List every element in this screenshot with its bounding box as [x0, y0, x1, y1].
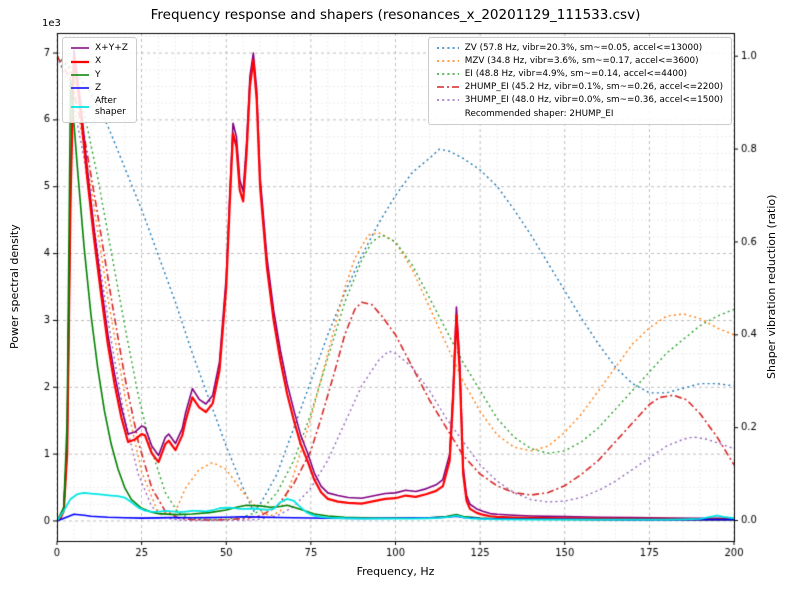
legend-label: X [95, 56, 102, 67]
y-axis-label-left: Power spectral density [8, 224, 21, 350]
legend-line-sample [71, 47, 89, 49]
legend-line-sample [71, 87, 89, 90]
legend-line-sample [436, 86, 459, 89]
legend-item: 2HUMP_EI (45.2 Hz, vibr=0.1%, sm~=0.26, … [436, 82, 723, 93]
legend-label: 3HUMP_EI (48.0 Hz, vibr=0.0%, sm~=0.36, … [464, 95, 723, 106]
y-axis-label-right: Shaper vibration reduction (ratio) [765, 194, 778, 380]
legend-item: MZV (34.8 Hz, vibr=3.6%, sm~=0.17, accel… [436, 56, 723, 67]
legend-line-sample [71, 74, 89, 76]
legend-item: X [71, 56, 128, 66]
legend-item: After shaper [71, 96, 128, 117]
legend-line-sample [436, 99, 459, 102]
legend-label: ZV (57.8 Hz, vibr=20.3%, sm~=0.05, accel… [464, 43, 703, 53]
legend-label: EI (48.8 Hz, vibr=4.9%, sm~=0.14, accel<… [464, 69, 688, 80]
legend-line-sample [71, 60, 89, 63]
legend-label: MZV (34.8 Hz, vibr=3.6%, sm~=0.17, accel… [464, 56, 699, 67]
legend-label: Y [95, 69, 101, 80]
recommended-shaper-text: Recommended shaper: 2HUMP_EI [464, 108, 614, 119]
legend-line-sample [436, 73, 459, 76]
chart-title: Frequency response and shapers (resonanc… [150, 7, 641, 23]
legend-label: After shaper [95, 96, 126, 117]
legend-line-sample [436, 60, 459, 62]
legend-item: EI (48.8 Hz, vibr=4.9%, sm~=0.14, accel<… [436, 69, 723, 80]
shaper-legend: ZV (57.8 Hz, vibr=20.3%, sm~=0.05, accel… [427, 37, 732, 125]
legend-item: X+Y+Z [71, 43, 128, 53]
legend-label: Z [95, 83, 102, 94]
legend-label: X+Y+Z [95, 43, 128, 53]
legend-line-sample [71, 105, 89, 108]
psd-legend: X+Y+Z X Y Z After shaper [62, 37, 137, 124]
legend-label: 2HUMP_EI (45.2 Hz, vibr=0.1%, sm~=0.26, … [464, 82, 723, 93]
legend-item: Y [71, 70, 128, 80]
y-axis-offset-label: 1e3 [42, 18, 61, 29]
legend-line-sample [436, 47, 459, 49]
x-axis-label: Frequency, Hz [356, 565, 435, 578]
legend-item: 3HUMP_EI (48.0 Hz, vibr=0.0%, sm~=0.36, … [436, 95, 723, 106]
legend-item: Z [71, 83, 128, 93]
legend-item: ZV (57.8 Hz, vibr=20.3%, sm~=0.05, accel… [436, 43, 723, 53]
